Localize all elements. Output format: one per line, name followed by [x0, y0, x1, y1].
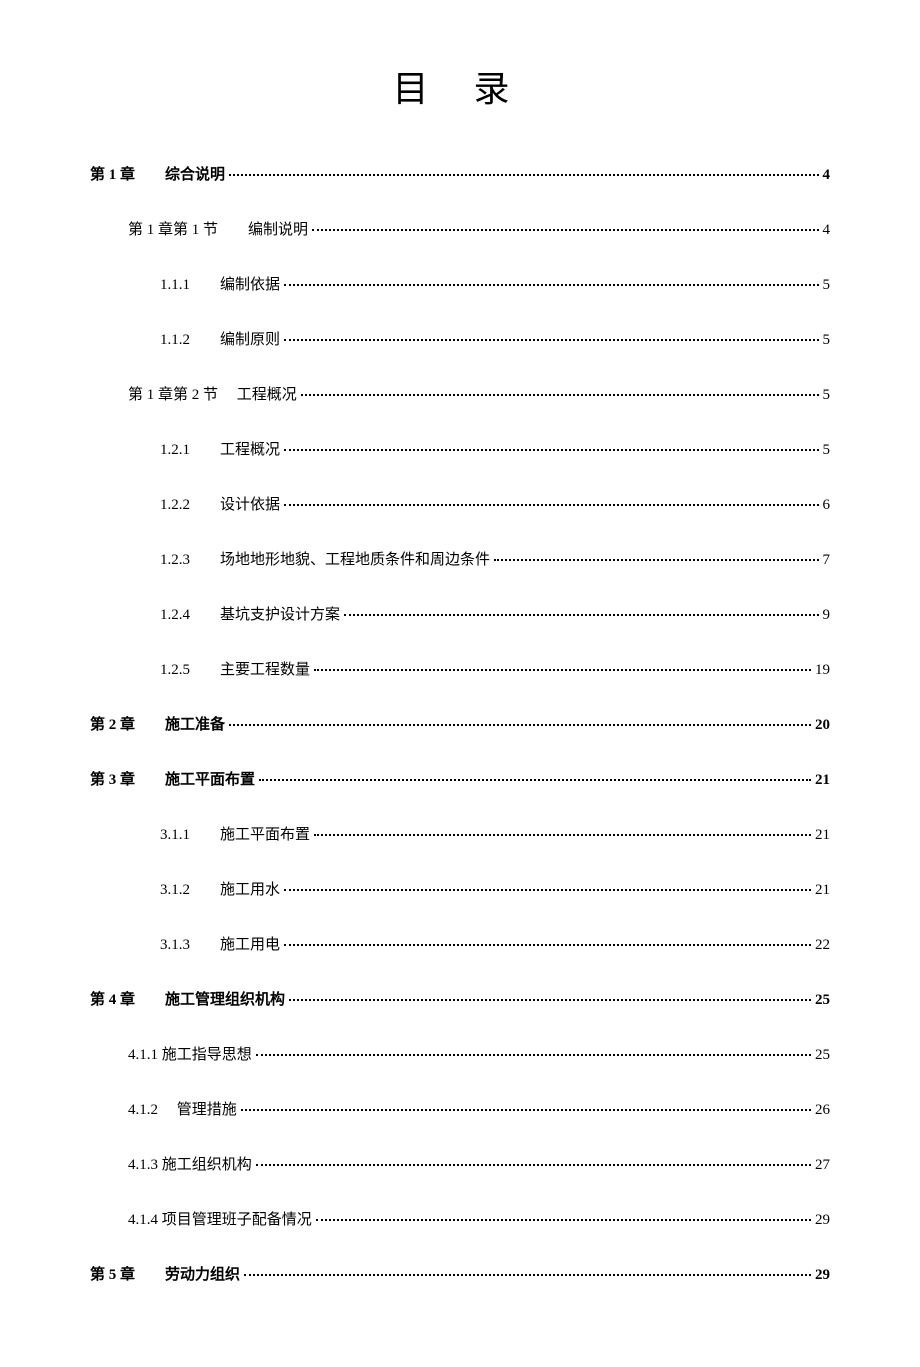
toc-leader-dots	[314, 834, 811, 836]
toc-entry-label: 1.2.1 工程概况	[160, 437, 280, 464]
toc-entry-label: 第 5 章 劳动力组织	[90, 1262, 240, 1289]
toc-entry: 4.1.2 管理措施 26	[90, 1097, 830, 1124]
toc-entry-page: 9	[823, 602, 831, 629]
toc-entry: 第 1 章第 1 节 编制说明 4	[90, 217, 830, 244]
toc-entry-page: 22	[815, 932, 830, 959]
toc-entry-page: 21	[815, 877, 830, 904]
toc-entry-label: 1.2.4 基坑支护设计方案	[160, 602, 340, 629]
toc-leader-dots	[301, 394, 819, 396]
toc-leader-dots	[316, 1219, 811, 1221]
toc-entry-page: 4	[823, 217, 831, 244]
toc-entry: 第 4 章 施工管理组织机构 25	[90, 987, 830, 1014]
toc-entry-page: 25	[815, 1042, 830, 1069]
toc-entry-page: 4	[823, 162, 831, 189]
toc-entry: 1.2.1 工程概况 5	[90, 437, 830, 464]
toc-entry: 第 1 章 综合说明 4	[90, 162, 830, 189]
toc-entry-page: 27	[815, 1152, 830, 1179]
toc-leader-dots	[229, 174, 818, 176]
toc-entry-page: 6	[823, 492, 831, 519]
toc-entry-page: 7	[823, 547, 831, 574]
toc-entry: 1.2.2 设计依据 6	[90, 492, 830, 519]
toc-leader-dots	[244, 1274, 811, 1276]
toc-leader-dots	[284, 944, 811, 946]
toc-entry-page: 26	[815, 1097, 830, 1124]
toc-leader-dots	[259, 779, 811, 781]
toc-entry-page: 21	[815, 822, 830, 849]
toc-entry: 1.2.5 主要工程数量 19	[90, 657, 830, 684]
toc-entry: 4.1.4 项目管理班子配备情况 29	[90, 1207, 830, 1234]
toc-entry-label: 3.1.3 施工用电	[160, 932, 280, 959]
toc-entry-label: 3.1.1 施工平面布置	[160, 822, 310, 849]
toc-entry: 3.1.3 施工用电 22	[90, 932, 830, 959]
toc-entry: 1.2.3 场地地形地貌、工程地质条件和周边条件 7	[90, 547, 830, 574]
toc-entry-label: 第 1 章第 2 节 工程概况	[128, 382, 297, 409]
toc-entry: 1.1.2 编制原则 5	[90, 327, 830, 354]
toc-entry-page: 5	[823, 272, 831, 299]
toc-entry: 第 1 章第 2 节 工程概况 5	[90, 382, 830, 409]
toc-entry-page: 29	[815, 1207, 830, 1234]
toc-entry: 3.1.2 施工用水 21	[90, 877, 830, 904]
toc-container: 第 1 章 综合说明4第 1 章第 1 节 编制说明41.1.1 编制依据51.…	[90, 162, 830, 1289]
toc-entry: 第 3 章 施工平面布置 21	[90, 767, 830, 794]
toc-entry-label: 第 1 章第 1 节 编制说明	[128, 217, 308, 244]
toc-leader-dots	[314, 669, 811, 671]
toc-leader-dots	[284, 449, 818, 451]
toc-entry-page: 25	[815, 987, 830, 1014]
toc-entry: 4.1.1 施工指导思想 25	[90, 1042, 830, 1069]
toc-title: 目 录	[90, 60, 830, 112]
toc-entry-label: 4.1.4 项目管理班子配备情况	[128, 1207, 312, 1234]
toc-leader-dots	[344, 614, 818, 616]
toc-entry-label: 第 1 章 综合说明	[90, 162, 225, 189]
toc-entry-label: 1.2.5 主要工程数量	[160, 657, 310, 684]
toc-entry: 第 5 章 劳动力组织 29	[90, 1262, 830, 1289]
toc-entry-label: 3.1.2 施工用水	[160, 877, 280, 904]
toc-entry-page: 5	[823, 382, 831, 409]
toc-leader-dots	[494, 559, 818, 561]
toc-entry-page: 20	[815, 712, 830, 739]
toc-leader-dots	[241, 1109, 811, 1111]
toc-entry-page: 29	[815, 1262, 830, 1289]
toc-leader-dots	[312, 229, 818, 231]
toc-entry-page: 19	[815, 657, 830, 684]
toc-entry: 4.1.3 施工组织机构 27	[90, 1152, 830, 1179]
toc-leader-dots	[284, 284, 818, 286]
toc-entry-label: 第 3 章 施工平面布置	[90, 767, 255, 794]
toc-entry-label: 第 4 章 施工管理组织机构	[90, 987, 285, 1014]
toc-entry-label: 第 2 章 施工准备	[90, 712, 225, 739]
toc-entry: 1.2.4 基坑支护设计方案 9	[90, 602, 830, 629]
toc-entry-label: 1.2.2 设计依据	[160, 492, 280, 519]
toc-leader-dots	[229, 724, 811, 726]
toc-entry: 1.1.1 编制依据 5	[90, 272, 830, 299]
toc-leader-dots	[289, 999, 811, 1001]
toc-leader-dots	[284, 504, 818, 506]
toc-leader-dots	[284, 339, 818, 341]
toc-entry: 第 2 章 施工准备 20	[90, 712, 830, 739]
toc-entry-page: 21	[815, 767, 830, 794]
toc-entry-page: 5	[823, 437, 831, 464]
toc-leader-dots	[284, 889, 811, 891]
toc-entry-label: 1.1.1 编制依据	[160, 272, 280, 299]
toc-leader-dots	[256, 1164, 811, 1166]
toc-entry-label: 4.1.1 施工指导思想	[128, 1042, 252, 1069]
toc-leader-dots	[256, 1054, 811, 1056]
toc-entry-label: 4.1.3 施工组织机构	[128, 1152, 252, 1179]
toc-entry-label: 4.1.2 管理措施	[128, 1097, 237, 1124]
toc-entry-page: 5	[823, 327, 831, 354]
toc-entry-label: 1.2.3 场地地形地貌、工程地质条件和周边条件	[160, 547, 490, 574]
toc-entry: 3.1.1 施工平面布置 21	[90, 822, 830, 849]
toc-entry-label: 1.1.2 编制原则	[160, 327, 280, 354]
